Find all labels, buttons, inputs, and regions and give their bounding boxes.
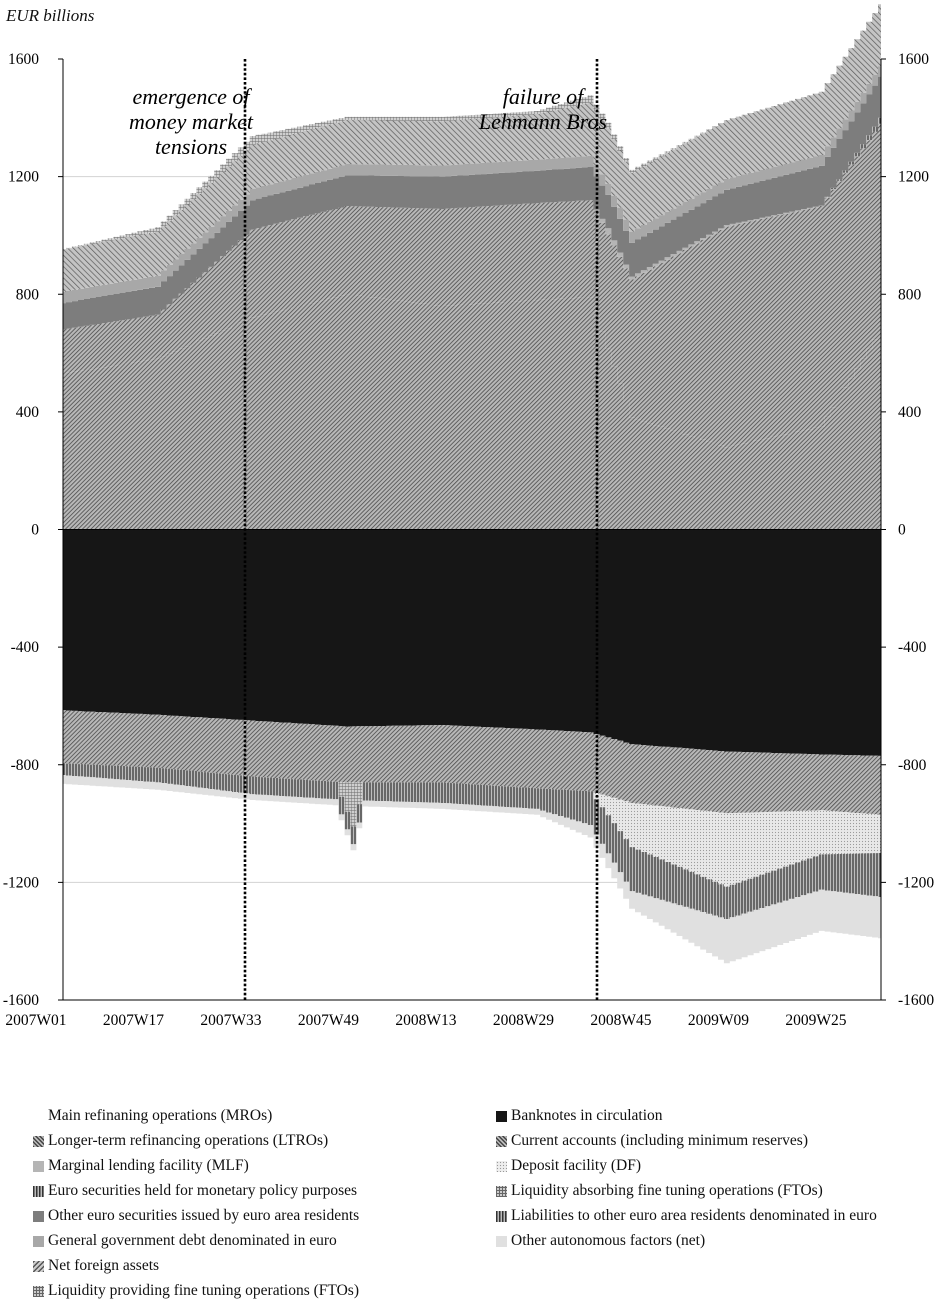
legend-item: Liquidity providing fine tuning operatio… xyxy=(33,1282,359,1300)
y-tick-label-right: 0 xyxy=(898,522,906,539)
y-tick-label-left: 1200 xyxy=(8,169,39,186)
event-annotation: money market xyxy=(129,109,254,134)
legend-item: Other euro securities issued by euro are… xyxy=(33,1207,359,1225)
liquidity-chart: 1600 1600 1200 1200 800 800 400 400 0 0 -400 -400 -8… xyxy=(3,4,934,1029)
legend-item: Euro securities held for monetary policy… xyxy=(33,1182,357,1200)
series-area-liability-5 xyxy=(63,775,881,964)
legend: Main refinaning operations (MROs) Longer-… xyxy=(0,1095,949,1299)
y-tick-label-right: -1600 xyxy=(898,992,934,1009)
legend-item: Banknotes in circulation xyxy=(496,1107,663,1125)
series-area-asset-5 xyxy=(63,66,881,304)
legend-swatch xyxy=(33,1135,44,1147)
series-area-asset-1 xyxy=(63,123,881,448)
y-tick-label-right: -1200 xyxy=(898,874,934,891)
legend-swatch xyxy=(33,1160,44,1172)
legend-swatch xyxy=(496,1235,507,1247)
y-tick-label-left: 400 xyxy=(16,404,40,421)
y-tick-label-left: 1600 xyxy=(8,51,39,68)
series-area-asset-6 xyxy=(63,4,881,292)
legend-swatch xyxy=(33,1285,44,1297)
y-axis-label: EUR billions xyxy=(6,6,95,25)
legend-swatch xyxy=(33,1210,44,1222)
y-tick-label-right: 800 xyxy=(898,286,922,303)
legend-item: Longer-term refinancing operations (LTRO… xyxy=(33,1132,328,1150)
legend-label: Other autonomous factors (net) xyxy=(511,1232,706,1249)
legend-label: Longer-term refinancing operations (LTRO… xyxy=(48,1132,329,1149)
legend-swatch xyxy=(496,1110,507,1122)
x-tick-label: 2007W01 xyxy=(5,1012,66,1029)
legend-swatch xyxy=(496,1210,507,1222)
legend-item: Marginal lending facility (MLF) xyxy=(33,1157,249,1175)
legend-label: Other euro securities issued by euro are… xyxy=(48,1207,360,1224)
legend-label: Liquidity absorbing fine tuning operatio… xyxy=(511,1182,823,1199)
legend-swatch xyxy=(496,1160,507,1172)
legend-label: Main refinaning operations (MROs) xyxy=(48,1107,273,1124)
legend-item: Current accounts (including minimum rese… xyxy=(496,1132,808,1150)
y-tick-label-left: 800 xyxy=(16,286,40,303)
series-area-liability-0 xyxy=(63,529,881,756)
x-tick-label: 2008W29 xyxy=(493,1012,554,1029)
y-tick-label-right: 1600 xyxy=(898,51,929,68)
legend-swatch xyxy=(33,1235,44,1247)
y-tick-label-left: 0 xyxy=(31,522,39,539)
y-tick-label-left: -800 xyxy=(11,757,40,774)
event-annotation: failure of xyxy=(503,84,586,109)
x-tick-label: 2007W33 xyxy=(200,1012,261,1029)
legend-label: Liabilities to other euro area residents… xyxy=(511,1207,877,1224)
x-tick-label: 2009W09 xyxy=(688,1012,749,1029)
x-tick-label: 2008W13 xyxy=(395,1012,456,1029)
series-area-asset-4 xyxy=(63,76,881,330)
legend-label: Banknotes in circulation xyxy=(511,1107,663,1124)
legend-item: Liabilities to other euro area residents… xyxy=(496,1207,877,1225)
legend-label: Current accounts (including minimum rese… xyxy=(511,1132,809,1149)
x-tick-label: 2008W45 xyxy=(590,1012,651,1029)
legend-item: General government debt denominated in e… xyxy=(33,1232,337,1250)
event-annotation: Lehmann Bros xyxy=(478,109,607,134)
legend-item: Liquidity absorbing fine tuning operatio… xyxy=(496,1182,823,1200)
legend-swatch xyxy=(33,1260,44,1272)
legend-label: Deposit facility (DF) xyxy=(511,1157,642,1174)
series-area-liability-2 xyxy=(63,763,881,887)
legend-item: Net foreign assets xyxy=(33,1257,159,1275)
legend-label: General government debt denominated in e… xyxy=(48,1232,337,1249)
y-tick-label-right: -800 xyxy=(898,757,927,774)
legend-swatch xyxy=(496,1185,507,1197)
y-tick-label-left: -400 xyxy=(11,639,40,656)
event-annotation: emergence of xyxy=(132,84,252,109)
legend-item: Deposit facility (DF) xyxy=(496,1157,641,1175)
x-tick-label: 2007W17 xyxy=(103,1012,164,1029)
legend-swatch xyxy=(33,1185,44,1197)
y-tick-label-left: -1200 xyxy=(3,874,39,891)
x-tick-label: 2009W25 xyxy=(785,1012,846,1029)
series-area-liability-1 xyxy=(63,710,881,815)
legend-label: Net foreign assets xyxy=(48,1257,160,1274)
y-tick-label-right: -400 xyxy=(898,639,927,656)
legend-label: Marginal lending facility (MLF) xyxy=(48,1157,249,1174)
legend-item: Main refinaning operations (MROs) xyxy=(33,1107,272,1125)
legend-label: Liquidity providing fine tuning operatio… xyxy=(48,1282,359,1299)
y-tick-label-left: -1600 xyxy=(3,992,39,1009)
y-tick-label-right: 1200 xyxy=(898,169,929,186)
legend-item: Other autonomous factors (net) xyxy=(496,1232,705,1250)
series-area-liability-4 xyxy=(63,763,881,920)
legend-swatch xyxy=(496,1135,507,1147)
series-area-asset-0 xyxy=(63,294,881,530)
x-tick-label: 2007W49 xyxy=(298,1012,359,1029)
event-annotation: tensions xyxy=(155,134,227,159)
legend-label: Euro securities held for monetary policy… xyxy=(48,1182,358,1199)
y-tick-label-right: 400 xyxy=(898,404,922,421)
